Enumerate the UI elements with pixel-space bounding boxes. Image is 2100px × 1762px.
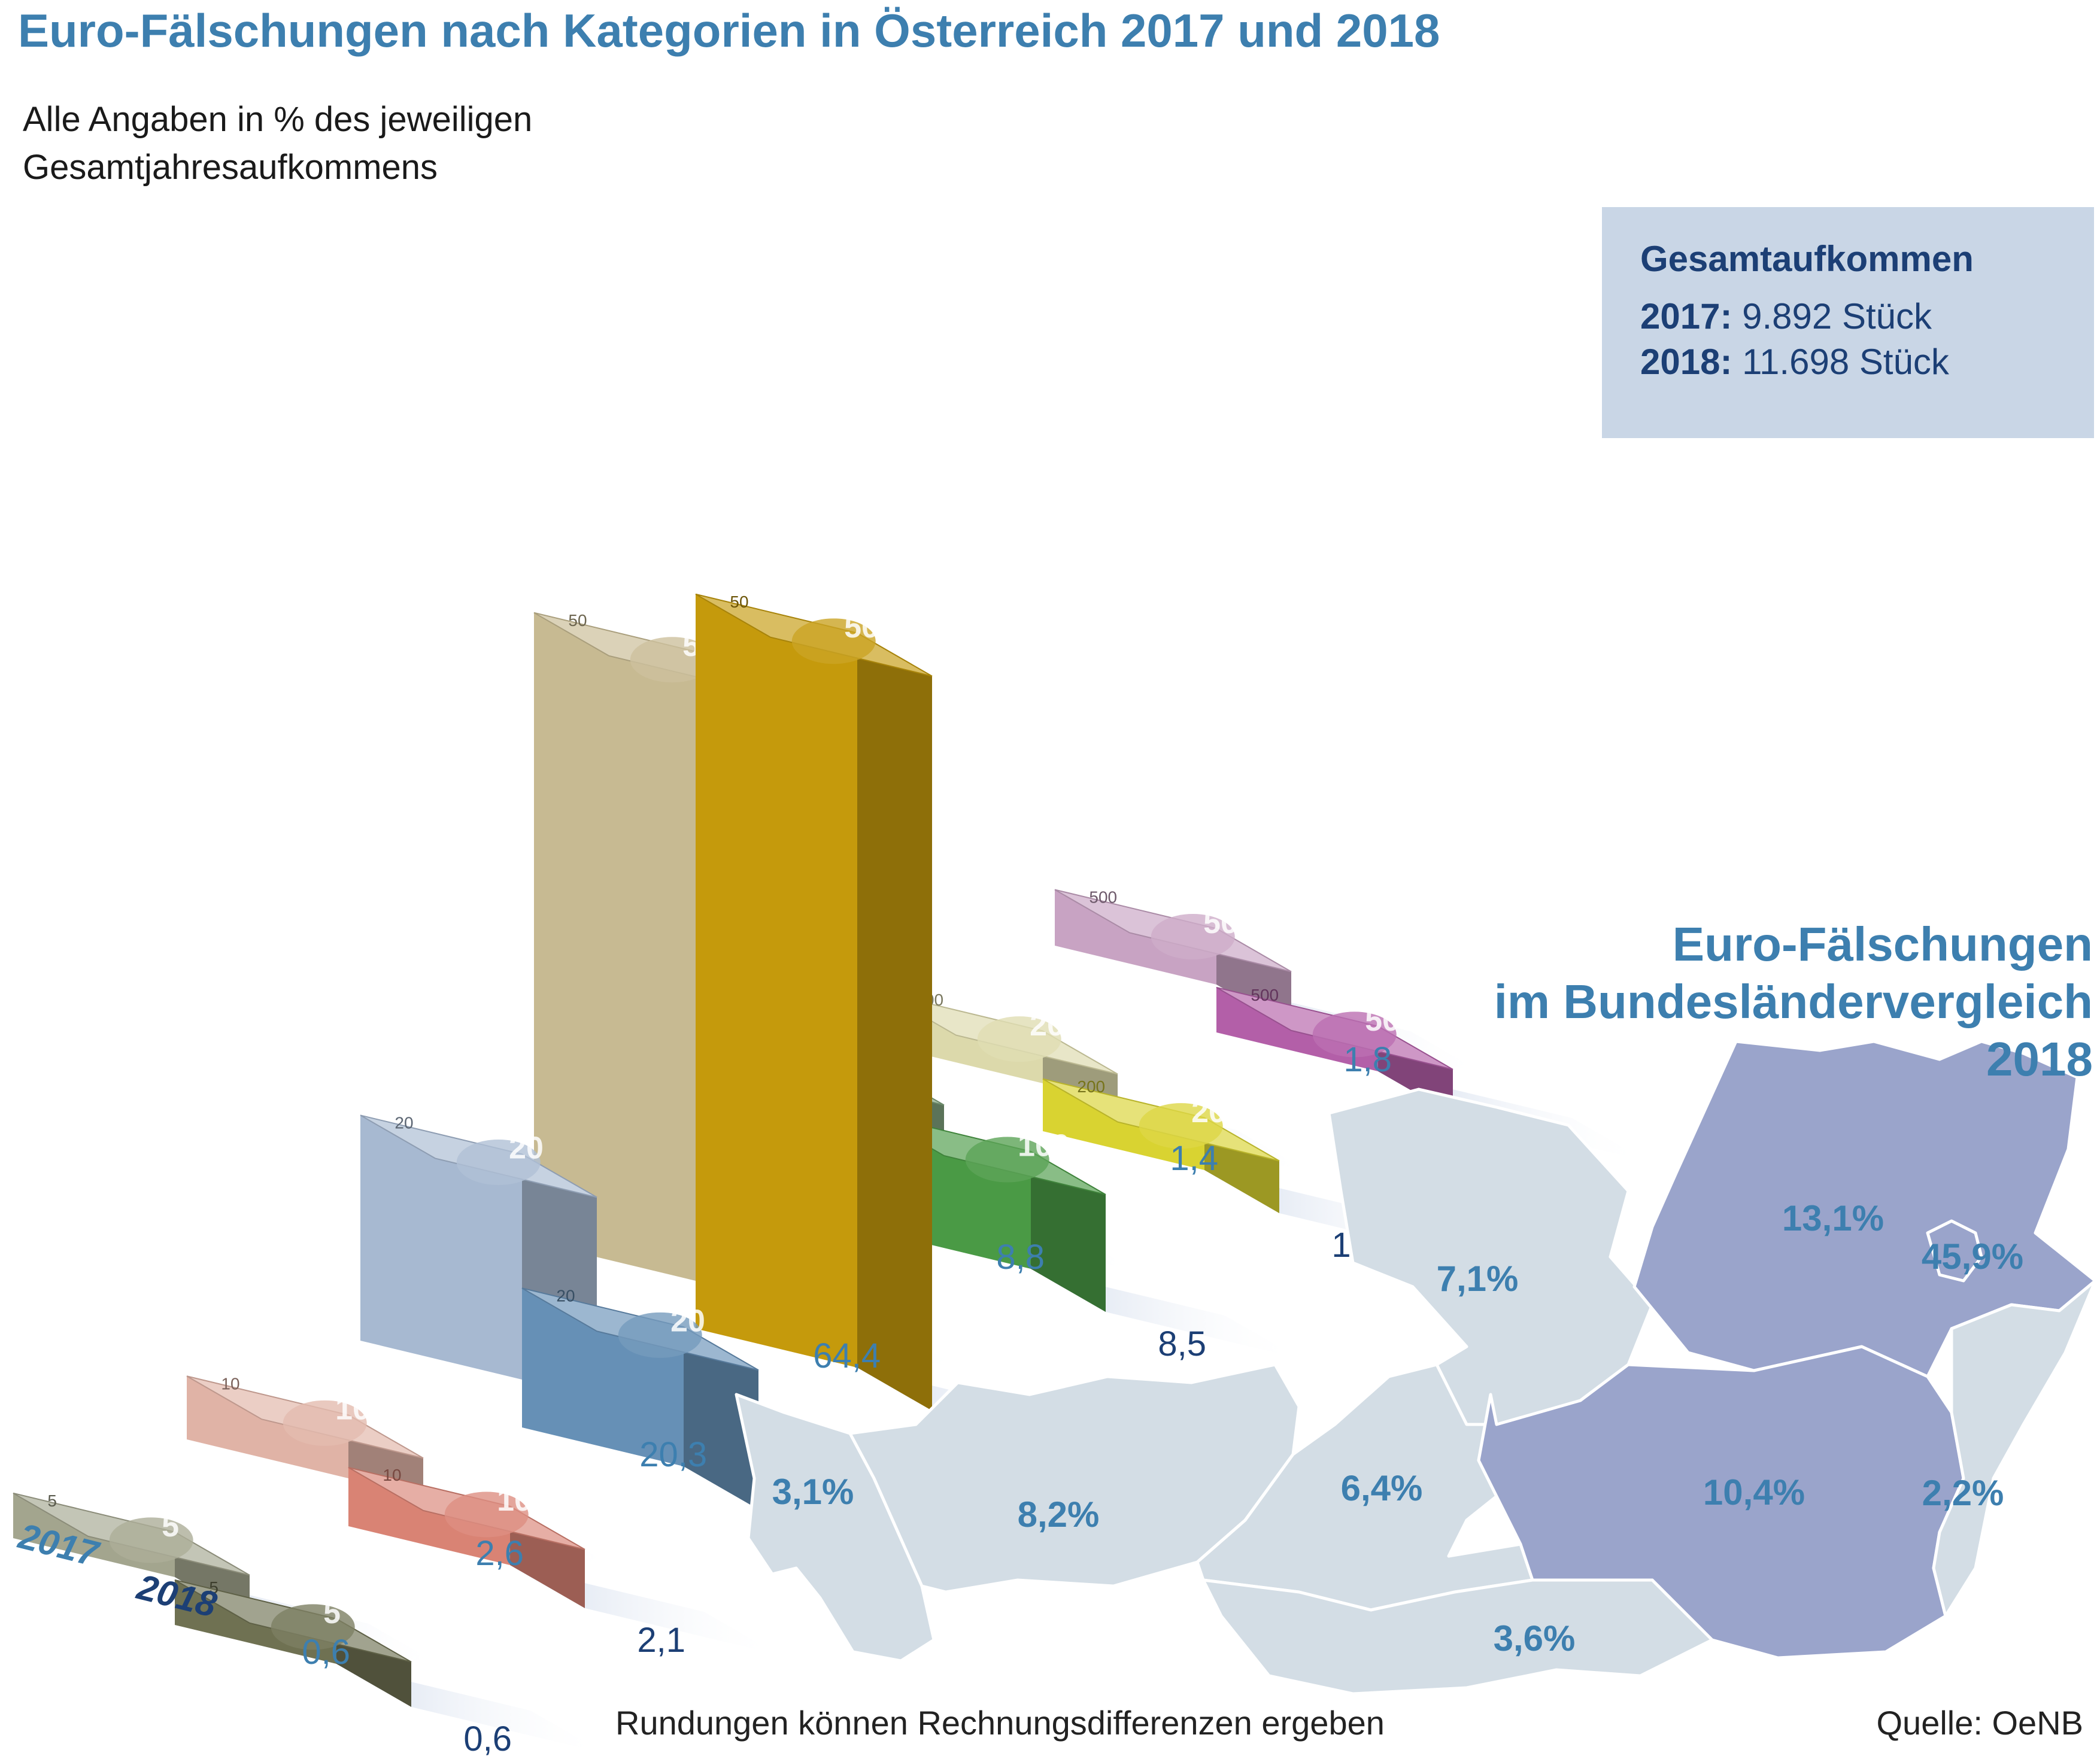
map-region-label: 7,1%: [1437, 1259, 1519, 1299]
banknote-motif: [456, 1140, 541, 1186]
bar-front-face: [534, 612, 696, 1281]
infobox-row-2018: 2018: 11.698 Stück: [1640, 341, 1949, 382]
banknote-denomination: 200: [1191, 1095, 1243, 1129]
bar-side-face: [684, 1327, 758, 1509]
bar-side-face: [1031, 1151, 1106, 1312]
map-region-label: 8,2%: [1018, 1494, 1100, 1535]
banknote-motif: [1139, 1103, 1223, 1149]
map-title: Euro-Fälschungen im Bundesländervergleic…: [1315, 916, 2093, 1088]
value-label-2017: 1,4: [1170, 1139, 1218, 1178]
banknote-denomination-small: 10: [383, 1466, 401, 1484]
banknote-denomination: 20: [509, 1131, 544, 1166]
subtitle-line-2: Gesamtjahresaufkommens: [23, 148, 438, 187]
banknote-denomination-small: 50: [568, 611, 587, 630]
banknote-denomination: 5: [162, 1509, 179, 1544]
banknote-denomination-small: 200: [1077, 1077, 1105, 1096]
map-region: [1201, 1578, 1714, 1696]
banknote-denomination-small: 10: [221, 1374, 239, 1393]
banknote-motif: [630, 637, 714, 683]
bar-10-2018: 10 10: [348, 1466, 585, 1608]
value-label-2017: 20,3: [639, 1435, 707, 1474]
value-label-2018: 2,1: [637, 1621, 685, 1660]
banknote-denomination: 200: [1030, 1008, 1082, 1043]
map-title-line-2: im Bundesländervergleich: [1494, 975, 2093, 1028]
banknote-motif: [283, 1400, 367, 1446]
totals-infobox: Gesamtaufkommen 2017: 9.892 Stück 2018: …: [1602, 207, 2094, 438]
map-region-label: 3,6%: [1494, 1618, 1576, 1658]
bar-front-face: [187, 1376, 348, 1478]
bar-front-face: [348, 1467, 510, 1565]
banknote-denomination: 10: [335, 1392, 370, 1427]
banknote-denomination-small: 500: [1251, 986, 1279, 1004]
banknote-denomination: 500: [1203, 906, 1255, 940]
bar-50-2018: 50 50: [695, 593, 933, 1411]
banknote-denomination-small: 500: [1089, 888, 1117, 907]
infobox-heading: Gesamtaufkommen: [1640, 239, 1974, 279]
banknote-motif: [965, 1137, 1049, 1183]
map-region: [1926, 1219, 1983, 1283]
value-label-2018: 8,5: [1158, 1324, 1206, 1363]
map-region-label: 10,4%: [1703, 1472, 1805, 1512]
map-region-label: 2,2%: [1922, 1473, 2004, 1513]
map-region-label: 45,9%: [1922, 1237, 2023, 1277]
value-label-2017: 1,8: [1343, 1040, 1392, 1079]
banknote-motif: [1312, 1011, 1397, 1058]
value-label-2017: 8,8: [996, 1238, 1045, 1277]
banknote-denomination: 5: [323, 1596, 341, 1630]
map-title-line-3: 2018: [1986, 1032, 2093, 1086]
banknote-denomination: 20: [670, 1304, 705, 1339]
infobox-year-2017: 2017:: [1640, 296, 1732, 336]
chart-subtitle: Alle Angaben in % des jeweiligen Gesamtj…: [23, 96, 532, 192]
banknote-denomination: 10: [497, 1483, 532, 1518]
banknote-denomination: 500: [1365, 1003, 1417, 1038]
value-label-2017: 64,4: [813, 1336, 881, 1375]
bar-200-2018: 200 200: [1042, 1077, 1280, 1213]
banknote-motif: [791, 618, 876, 664]
bar-side-face: [857, 633, 932, 1411]
value-label-2017: 0,6: [302, 1633, 350, 1672]
banknote-denomination-small: 20: [394, 1114, 413, 1132]
infobox-value-2018: 11.698 Stück: [1742, 342, 1949, 382]
map-title-line-1: Euro-Fälschungen: [1672, 918, 2093, 971]
banknote-denomination-small: 5: [47, 1491, 57, 1510]
source-note: Quelle: OeNB: [1876, 1704, 2084, 1742]
banknote-motif: [109, 1517, 193, 1563]
footnote: Rundungen können Rechnungsdifferenzen er…: [615, 1704, 1385, 1742]
value-label-2017: 2,6: [475, 1534, 524, 1573]
map-region: [1932, 1279, 2097, 1618]
infobox-value-2017: 9.892 Stück: [1742, 296, 1932, 336]
map-region-label: 13,1%: [1782, 1198, 1884, 1238]
banknote-motif: [444, 1491, 529, 1538]
banknote-motif: [1151, 914, 1235, 960]
value-label-2018: 0,6: [463, 1720, 512, 1758]
banknote-motif: [618, 1312, 702, 1358]
subtitle-line-1: Alle Angaben in % des jeweiligen: [23, 100, 533, 139]
chart-bars: 5005005005002002002002001001001001005050…: [13, 593, 1453, 1707]
banknote-denomination-small: 20: [556, 1286, 575, 1305]
map-region: [1327, 1087, 1654, 1426]
banknote-denomination-small: 50: [730, 593, 748, 611]
infobox-year-2018: 2018:: [1640, 342, 1732, 382]
banknote-motif: [977, 1016, 1061, 1062]
chart-title: Euro-Fälschungen nach Kategorien in Öste…: [18, 4, 1440, 57]
banknote-denomination-small: 5: [209, 1578, 219, 1597]
bar-5-2018: 55: [174, 1578, 412, 1707]
infobox-row-2017: 2017: 9.892 Stück: [1640, 296, 1932, 337]
map-region-label: 3,1%: [772, 1472, 854, 1512]
banknote-denomination: 100: [1018, 1128, 1070, 1163]
map-region-label: 6,4%: [1341, 1468, 1423, 1508]
bar-front-face: [696, 594, 857, 1368]
banknote-motif: [271, 1604, 355, 1650]
banknote-denomination: 50: [844, 610, 879, 645]
